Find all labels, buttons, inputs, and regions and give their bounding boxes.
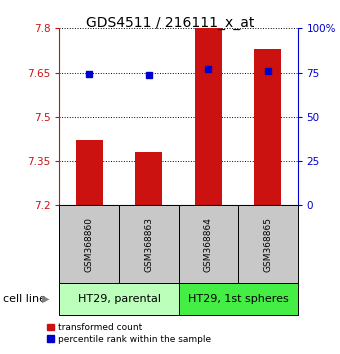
Bar [178, 205, 238, 283]
Text: HT29, parental: HT29, parental [78, 294, 160, 304]
Text: GSM368864: GSM368864 [204, 217, 213, 272]
Bar [254, 49, 281, 205]
Bar [178, 283, 298, 315]
Bar [59, 283, 178, 315]
Text: HT29, 1st spheres: HT29, 1st spheres [188, 294, 288, 304]
Bar [76, 141, 103, 205]
Legend: transformed count, percentile rank within the sample: transformed count, percentile rank withi… [47, 323, 211, 344]
Text: cell line: cell line [3, 294, 46, 304]
Text: GSM368860: GSM368860 [85, 217, 94, 272]
Text: GSM368863: GSM368863 [144, 217, 153, 272]
Bar [195, 22, 222, 205]
Bar [135, 152, 162, 205]
Bar [59, 205, 119, 283]
Bar [238, 205, 298, 283]
Bar [119, 205, 178, 283]
Text: GSM368865: GSM368865 [263, 217, 272, 272]
Text: ▶: ▶ [42, 294, 50, 304]
Text: GDS4511 / 216111_x_at: GDS4511 / 216111_x_at [86, 16, 254, 30]
